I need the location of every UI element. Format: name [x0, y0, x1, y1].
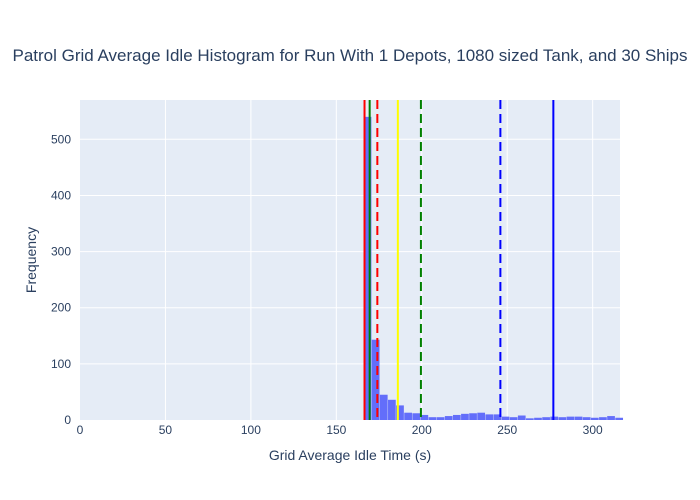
chart-title: Patrol Grid Average Idle Histogram for R…: [12, 46, 688, 65]
y-tick-label: 0: [64, 413, 71, 427]
histogram-bar: [461, 413, 469, 420]
histogram-bar: [420, 414, 429, 420]
histogram-bar: [566, 416, 575, 420]
histogram-bar: [534, 417, 542, 420]
histogram-bar: [379, 394, 388, 420]
histogram-bar: [452, 414, 461, 420]
histogram-bar: [493, 414, 502, 420]
histogram-bar: [558, 417, 567, 420]
histogram-bar: [582, 417, 591, 420]
histogram-bar: [477, 412, 486, 420]
x-axis-title: Grid Average Idle Time (s): [269, 447, 431, 463]
histogram-bar: [469, 413, 477, 420]
reference-lines: [363, 100, 555, 420]
x-tick-label: 250: [497, 423, 517, 437]
histogram-bar: [599, 417, 607, 420]
histogram-bar: [428, 417, 437, 420]
histogram-bar: [509, 417, 518, 420]
x-tick-label: 50: [159, 423, 173, 437]
x-tick-label: 100: [241, 423, 261, 437]
histogram-bar: [517, 415, 526, 420]
histogram-bar: [615, 417, 624, 420]
histogram-bar: [436, 417, 445, 420]
x-tick-label: 0: [77, 423, 84, 437]
histogram-bar: [485, 414, 494, 420]
y-tick-label: 200: [51, 301, 71, 315]
tick-labels: 0 50 100 150 200 250 300 0 100 200 300 400 500: [51, 132, 603, 437]
histogram-bar: [501, 416, 510, 420]
histogram-bar: [444, 416, 453, 420]
y-axis-title: Frequency: [23, 227, 39, 293]
histogram-bar: [396, 405, 404, 420]
histogram-bar: [607, 416, 615, 420]
histogram-bar: [363, 116, 372, 420]
y-tick-label: 500: [51, 132, 71, 146]
x-tick-label: 200: [412, 423, 432, 437]
x-tick-label: 150: [326, 423, 346, 437]
histogram-bar: [590, 417, 599, 420]
histogram-bars: [363, 116, 624, 420]
histogram-bar: [526, 418, 534, 420]
histogram-bar: [371, 339, 380, 420]
histogram-bar: [412, 413, 421, 420]
histogram-bar: [574, 416, 583, 420]
histogram-bar: [388, 399, 396, 420]
y-tick-label: 400: [51, 188, 71, 202]
y-tick-label: 100: [51, 357, 71, 371]
y-tick-label: 300: [51, 245, 71, 259]
histogram-bar: [404, 412, 412, 420]
histogram-bar: [542, 417, 550, 420]
x-tick-label: 300: [583, 423, 603, 437]
plot-background: [80, 100, 620, 420]
